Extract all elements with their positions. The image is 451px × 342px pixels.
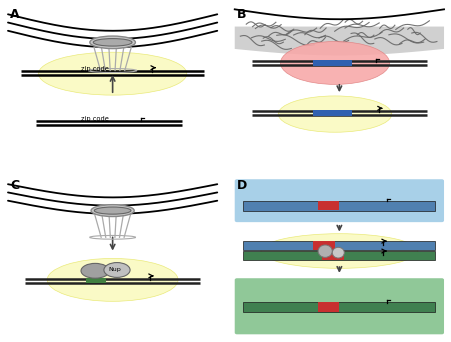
Ellipse shape xyxy=(81,263,109,278)
Bar xyxy=(317,302,339,312)
Text: A: A xyxy=(10,8,20,21)
Bar xyxy=(313,60,352,66)
Bar xyxy=(321,250,343,260)
Text: Nup: Nup xyxy=(108,267,121,273)
Ellipse shape xyxy=(280,41,389,84)
Bar xyxy=(317,201,339,210)
Text: C: C xyxy=(10,179,19,192)
Ellipse shape xyxy=(90,36,135,49)
Ellipse shape xyxy=(331,247,344,258)
FancyBboxPatch shape xyxy=(234,278,443,334)
Ellipse shape xyxy=(93,39,132,46)
Text: B: B xyxy=(236,8,246,21)
Bar xyxy=(243,241,434,250)
Bar xyxy=(313,110,352,116)
Bar xyxy=(243,201,434,211)
Bar xyxy=(243,251,434,260)
Ellipse shape xyxy=(260,234,417,268)
Ellipse shape xyxy=(318,245,331,258)
Bar xyxy=(243,302,434,312)
Ellipse shape xyxy=(278,96,391,132)
Text: D: D xyxy=(236,179,247,192)
Text: zip code: zip code xyxy=(81,116,109,122)
Text: zip code: zip code xyxy=(81,66,109,72)
Ellipse shape xyxy=(47,259,178,301)
FancyBboxPatch shape xyxy=(234,179,443,222)
Ellipse shape xyxy=(94,207,131,214)
Ellipse shape xyxy=(38,52,186,95)
Bar xyxy=(86,278,106,283)
Ellipse shape xyxy=(104,263,130,277)
Ellipse shape xyxy=(91,205,134,216)
Bar xyxy=(313,241,334,250)
